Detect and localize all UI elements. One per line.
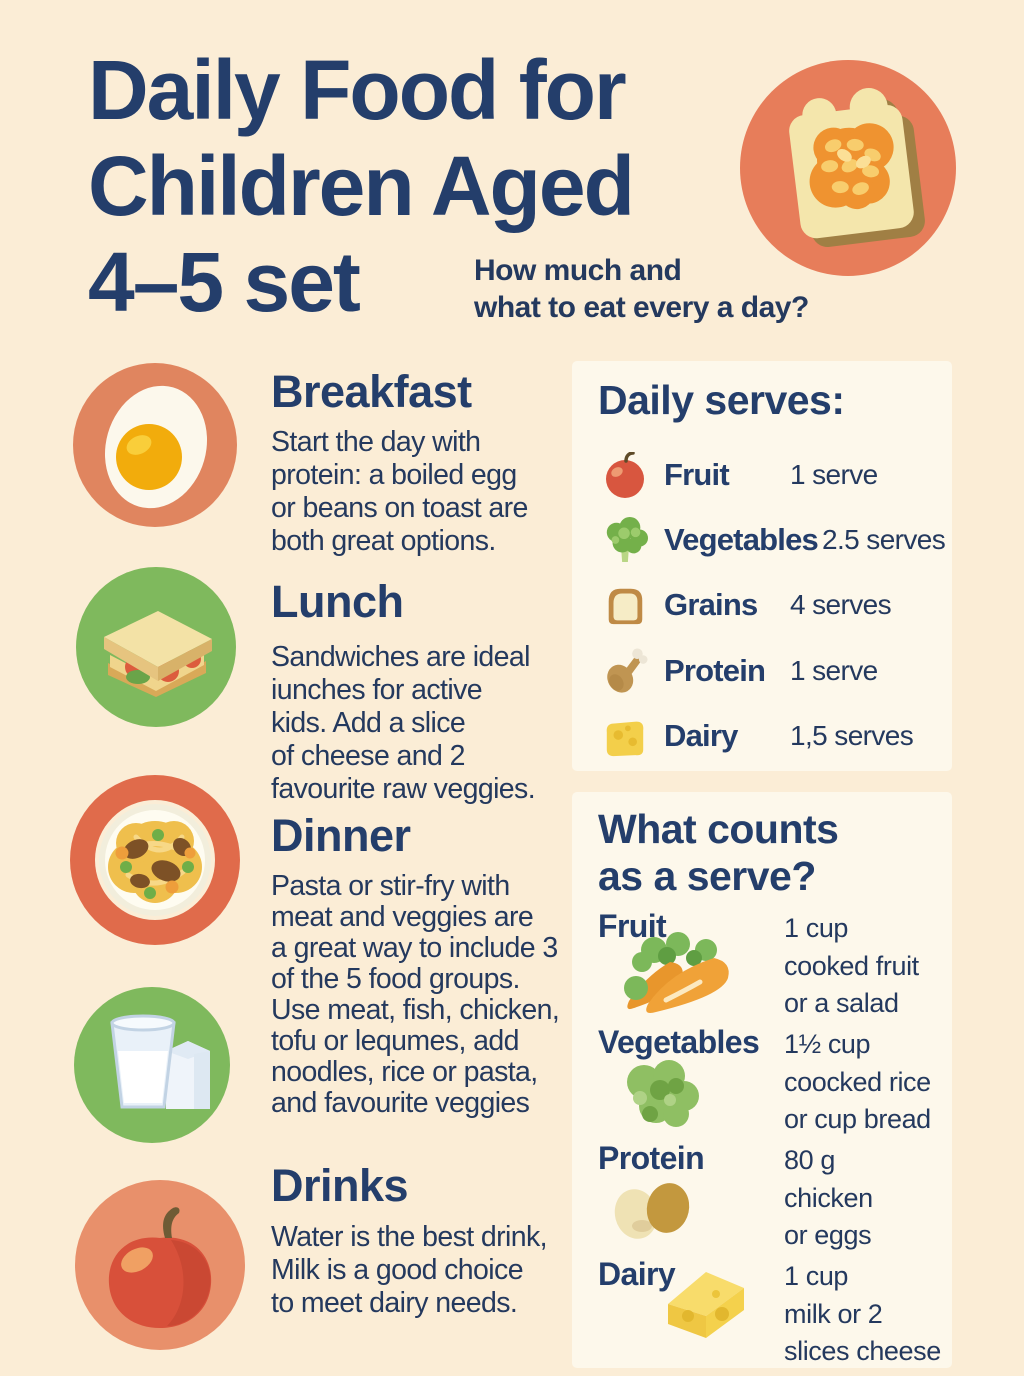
row-label: Vegetables: [664, 522, 819, 558]
serve-guide-desc-fruit: 1 cup cooked fruit or a salad: [784, 913, 919, 1018]
daily-serves-rows: Fruit 1 serve Vegetables 2.5 serves: [572, 442, 952, 769]
row-label: Dairy: [664, 718, 738, 754]
lettuce-icon: [627, 1060, 699, 1127]
daily-serves-title: Daily serves:: [598, 377, 845, 423]
serve-guide-desc-dairy: 1 cup milk or 2 slices cheese: [784, 1261, 941, 1366]
daily-serves-row-vegetables: Vegetables 2.5 serves: [572, 507, 952, 572]
daily-serves-row-grains: Grains 4 serves: [572, 573, 952, 638]
row-label: Fruit: [664, 456, 730, 492]
serve-guide-label-vegetables: Vegetables: [598, 1024, 760, 1060]
boiled-egg-icon: [73, 363, 237, 527]
milk-glass-and-carton-icon: [74, 987, 230, 1143]
sandwich-icon: [76, 567, 236, 727]
cheese-icon: [602, 709, 648, 763]
daily-serves-panel: Daily serves: Fruit 1 serve: [572, 361, 952, 771]
eggs-icon: [614, 1183, 690, 1239]
serve-guide-desc-vegetables: 1½ cup coocked rice or cup bread: [784, 1029, 931, 1134]
carrots-icon: [624, 932, 729, 1013]
serve-guide-label-protein: Protein: [598, 1140, 705, 1176]
meal-body-breakfast: Start the day with protein: a boiled egg…: [271, 426, 528, 557]
drumstick-icon: [602, 644, 648, 698]
beans-on-toast-icon: [740, 60, 956, 276]
daily-serves-row-protein: Protein 1 serve: [572, 638, 952, 703]
page-subtitle: How much and what to eat every a day?: [474, 254, 809, 324]
row-amount: 2.5 serves: [821, 524, 946, 556]
page-title: Daily Food for Children Aged 4–5 set: [88, 43, 635, 329]
row-label: Grains: [664, 587, 758, 623]
meal-body-drinks: Water is the best drink, Milk is a good …: [271, 1221, 548, 1319]
apple-icon: [602, 448, 648, 502]
serve-guide-title: What counts as a serve?: [598, 806, 839, 899]
cheese-wedge-icon: [668, 1272, 744, 1338]
pasta-plate-icon: [70, 775, 240, 945]
meal-body-dinner: Pasta or stir-fry with meat and veggies …: [271, 870, 560, 1119]
row-amount: 1,5 serves: [790, 720, 914, 752]
serve-guide-panel: What counts as a serve? Fruit 1 cup cook…: [572, 792, 952, 1368]
meal-heading-breakfast: Breakfast: [271, 366, 472, 417]
meal-body-lunch: Sandwiches are ideal iunches for active …: [271, 641, 536, 805]
row-amount: 1 serve: [790, 458, 878, 490]
apple-icon: [75, 1180, 245, 1350]
meal-heading-drinks: Drinks: [271, 1160, 409, 1211]
daily-serves-row-fruit: Fruit 1 serve: [572, 442, 952, 507]
serve-guide-desc-protein: 80 g chicken or eggs: [784, 1145, 873, 1250]
bread-slice-icon: [602, 578, 648, 632]
broccoli-icon: [602, 513, 648, 567]
row-label: Protein: [664, 652, 766, 688]
daily-serves-row-dairy: Dairy 1,5 serves: [572, 704, 952, 769]
row-amount: 1 serve: [790, 654, 878, 686]
meal-heading-lunch: Lunch: [271, 576, 404, 627]
row-amount: 4 serves: [790, 589, 892, 621]
serve-guide-label-dairy: Dairy: [598, 1256, 676, 1292]
meal-heading-dinner: Dinner: [271, 810, 411, 861]
